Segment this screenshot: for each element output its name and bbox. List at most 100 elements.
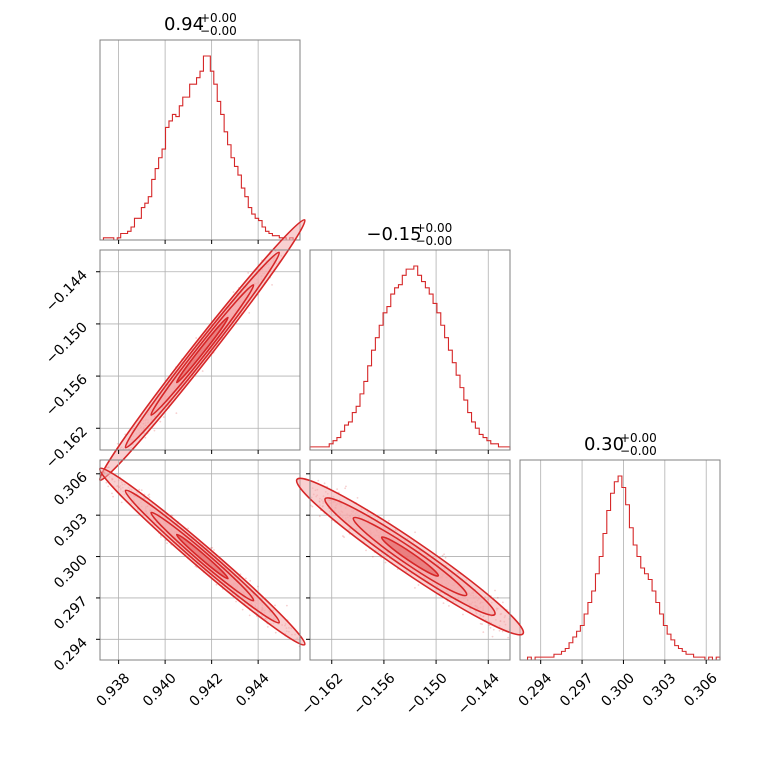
scatter-point [211,546,214,549]
scatter-point [481,623,484,625]
title-err-plus: +0.00 [200,11,237,25]
scatter-point [285,604,288,607]
scatter-point [311,505,314,508]
pair-0-2-frame [99,459,301,661]
y-tick-label: 0.297 [51,593,91,633]
panel-title-2: 0.30 [584,434,624,455]
scatter-point [213,549,215,551]
y-tick-label: −0.150 [43,319,91,367]
scatter-point [162,416,165,418]
scatter-point [444,556,447,559]
scatter-point [371,555,374,558]
contour-level-3 [175,533,229,580]
scatter-point [441,554,444,557]
scatter-point [112,495,114,498]
x-tick-label: 0.938 [94,670,134,710]
contour-level-3 [175,316,229,384]
scatter-point [148,496,151,499]
scatter-point [462,613,464,616]
contour-level-3 [380,536,440,577]
y-tick-label: −0.144 [43,267,91,315]
x-tick-label: 0.300 [598,670,638,710]
title-value: 0.94 [164,14,204,35]
scatter-point [105,481,108,484]
x-tick-label: −0.150 [403,670,451,718]
scatter-point [148,493,151,496]
scatter-point [147,494,150,497]
scatter-point [344,487,347,490]
x-tick-label: 0.940 [140,670,180,710]
x-tick-label: 0.942 [187,670,227,710]
y-tick-label: 0.300 [51,552,91,592]
scatter-point [448,605,450,607]
title-err-minus: −0.00 [416,234,453,248]
x-tick-label: 0.944 [233,670,273,710]
y-tick-label: −0.156 [43,372,91,420]
scatter-point [492,628,495,631]
scatter-point [507,636,510,639]
scatter-point [365,549,367,552]
scatter-point [343,536,345,539]
scatter-point [414,531,416,534]
scatter-point [140,489,143,492]
scatter-point [331,519,333,522]
scatter-point [166,542,168,545]
title-value: −0.15 [366,224,421,245]
scatter-point [491,635,494,638]
scatter-point [318,515,321,518]
x-tick-label: −0.156 [351,670,399,718]
scatter-point [153,429,156,432]
x-tick-label: −0.162 [298,670,346,718]
scatter-point [414,586,416,589]
scatter-point [501,601,504,604]
hist-1-frame [309,249,511,451]
scatter-point [159,420,162,423]
scatter-point [342,535,344,537]
scatter-point [442,602,445,605]
y-tick-label: 0.303 [51,511,91,551]
scatter-point [323,482,326,485]
pair-1-2-frame [309,459,511,661]
scatter-point [201,370,204,372]
x-tick-label: −0.144 [455,670,503,718]
scatter-point [116,442,119,445]
x-tick-label: 0.297 [557,670,597,710]
title-err-plus: +0.00 [416,221,453,235]
title-err-plus: +0.00 [620,431,657,445]
hist-0-frame [99,39,301,241]
scatter-point [384,561,387,564]
scatter-point [317,479,320,482]
scatter-point [266,626,269,628]
scatter-point [245,577,247,580]
scatter-point [241,608,244,611]
scatter-point [479,622,482,625]
hist-2-grid [540,460,707,660]
hist-1-grid [331,250,489,450]
scatter-point [100,477,103,480]
scatter-point [443,553,446,556]
scatter-point [144,436,147,439]
scatter-point [356,496,359,499]
scatter-point [417,584,420,586]
title-err-minus: −0.00 [620,444,657,458]
scatter-point [111,492,113,495]
scatter-point [387,519,390,522]
scatter-point [271,283,273,286]
scatter-point [107,466,110,469]
scatter-point [235,600,237,603]
scatter-point [345,485,347,488]
scatter-point [210,547,212,549]
scatter-point [257,585,259,588]
scatter-point [501,630,504,633]
scatter-point [249,579,252,582]
panel-title-1: −0.15 [366,224,421,245]
scatter-point [120,501,123,504]
x-tick-label: 0.306 [681,670,721,710]
scatter-point [248,311,251,314]
title-value: 0.30 [584,434,624,455]
scatter-point [215,583,218,586]
x-tick-label: 0.303 [640,670,680,710]
scatter-point [482,631,485,633]
histogram-step-2 [520,475,721,661]
